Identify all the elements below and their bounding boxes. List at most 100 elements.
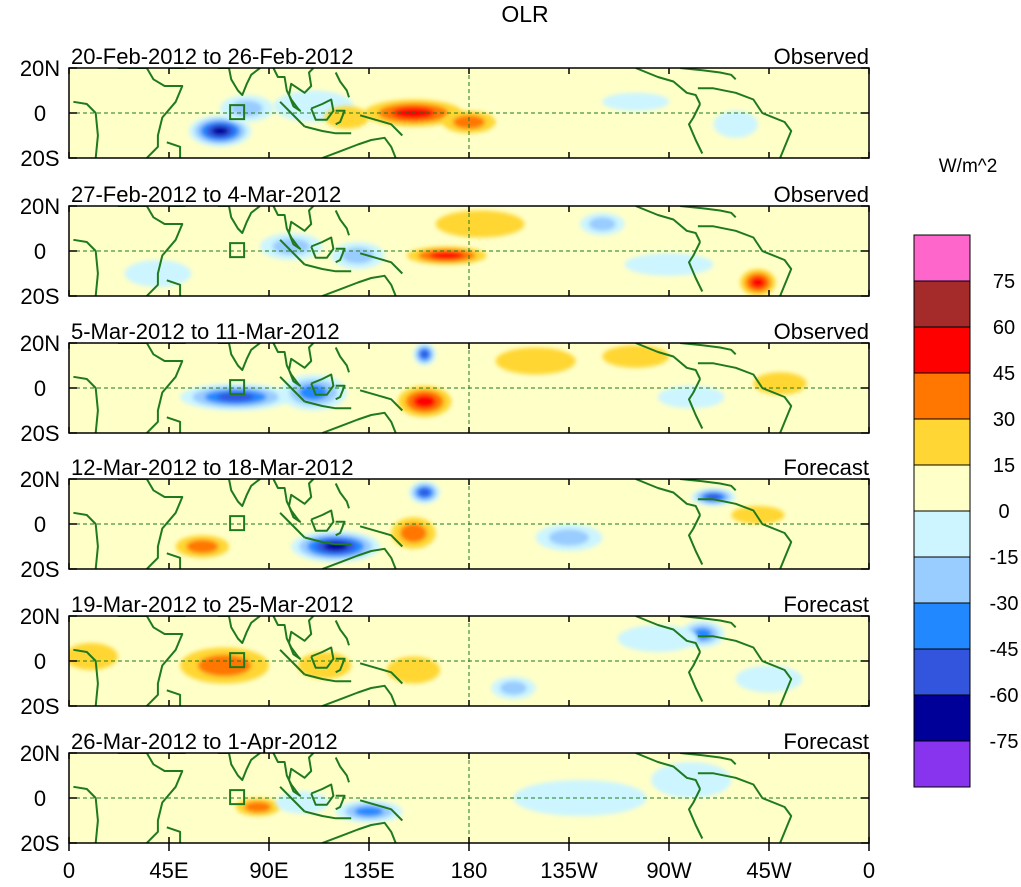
coastline bbox=[279, 239, 306, 266]
coastline bbox=[359, 114, 404, 137]
coastline bbox=[304, 536, 352, 546]
coastline bbox=[321, 274, 397, 296]
panel-period: 19-Mar-2012 to 25-Mar-2012 bbox=[71, 592, 353, 617]
coastline bbox=[679, 479, 737, 492]
coastlines bbox=[73, 68, 793, 158]
region-box bbox=[229, 379, 246, 396]
anomaly-contour bbox=[324, 106, 369, 129]
coastline bbox=[310, 373, 335, 396]
panel-status: Forecast bbox=[783, 455, 869, 480]
anomaly-4 bbox=[357, 757, 447, 785]
coastline bbox=[166, 826, 182, 843]
coastline bbox=[321, 547, 397, 569]
coastline bbox=[334, 72, 350, 98]
coastline bbox=[304, 125, 352, 135]
anomaly-7 bbox=[102, 773, 169, 801]
coastline bbox=[73, 375, 99, 433]
anomaly-contour bbox=[186, 539, 219, 554]
coastlines bbox=[73, 343, 793, 433]
anomaly-field bbox=[69, 479, 869, 569]
anomaly-6 bbox=[324, 106, 369, 129]
x-axis: 0 45E 90E 135E 180 135W 90W 45W 0 bbox=[63, 843, 875, 883]
panel-period: 26-Mar-2012 to 1-Apr-2012 bbox=[71, 729, 338, 754]
anomaly-4 bbox=[397, 385, 452, 418]
anomaly-contour bbox=[617, 625, 698, 652]
panel-period: 5-Mar-2012 to 11-Mar-2012 bbox=[71, 319, 340, 344]
anomaly-contour bbox=[244, 801, 272, 813]
anomaly-field bbox=[69, 343, 869, 433]
colorbar-swatch bbox=[913, 556, 971, 604]
coastline bbox=[697, 498, 793, 569]
coastline bbox=[166, 416, 182, 433]
coastline bbox=[679, 206, 737, 219]
x-tick-label: 0 bbox=[63, 858, 75, 883]
coastline bbox=[166, 552, 182, 569]
coastlines bbox=[73, 206, 793, 296]
coastline bbox=[635, 479, 701, 516]
colorbar-swatch bbox=[913, 280, 971, 328]
coastline bbox=[334, 620, 350, 646]
panel-period: 27-Feb-2012 to 4-Mar-2012 bbox=[71, 182, 341, 207]
anomaly-2 bbox=[235, 798, 281, 816]
panel-2: 20N 0 20S 27-Feb-2012 to 4-Mar-2012 Observed bbox=[20, 182, 870, 309]
coastline bbox=[635, 343, 701, 380]
colorbar-units: W/m^2 bbox=[939, 156, 998, 177]
anomaly-5 bbox=[495, 347, 576, 375]
coastline bbox=[679, 616, 737, 629]
anomaly-contour bbox=[549, 529, 589, 546]
colorbar-swatch bbox=[913, 510, 971, 558]
anomaly-field bbox=[69, 206, 869, 296]
anomaly-8 bbox=[753, 372, 807, 395]
panels: 20N 0 20S 20-Feb-2012 to 26-Feb-2012 Observe… bbox=[20, 44, 870, 856]
coastline bbox=[335, 384, 346, 401]
y-tick-label: 0 bbox=[34, 649, 46, 674]
coastline bbox=[272, 479, 315, 523]
panel-5: 20N 0 20S 19-Mar-2012 to 25-Mar-2012 Forecas… bbox=[20, 592, 870, 719]
colorbar-label: 45 bbox=[993, 363, 1015, 385]
coastline bbox=[635, 68, 701, 105]
anomaly-5 bbox=[651, 762, 732, 798]
coastline bbox=[310, 236, 335, 259]
y-tick-label: 20N bbox=[20, 56, 60, 81]
coastline bbox=[117, 206, 184, 296]
coastline bbox=[304, 810, 352, 820]
y-tick-label: 20N bbox=[20, 467, 60, 492]
coastline bbox=[279, 101, 306, 128]
panel-1: 20N 0 20S 20-Feb-2012 to 26-Feb-2012 Observe… bbox=[20, 44, 870, 171]
coastline bbox=[334, 347, 350, 373]
anomaly-contour bbox=[419, 488, 430, 497]
coastline bbox=[304, 263, 352, 273]
colorbar-swatch bbox=[913, 694, 971, 742]
colorbar-label: 60 bbox=[993, 317, 1015, 339]
panel-4: 20N 0 20S 12-Mar-2012 to 18-Mar-2012 Forecas… bbox=[20, 455, 870, 582]
coastline bbox=[73, 785, 99, 843]
panel-3: 20N 0 20S 5-Mar-2012 to 11-Mar-2012 Observed bbox=[20, 319, 870, 446]
anomaly-6 bbox=[740, 269, 776, 296]
coastline bbox=[635, 206, 701, 243]
coastline bbox=[359, 662, 404, 685]
anomaly-4 bbox=[175, 535, 229, 558]
anomaly-7 bbox=[731, 506, 785, 524]
anomaly-contour bbox=[589, 217, 616, 231]
anomaly-contour bbox=[357, 757, 447, 785]
coastline bbox=[679, 343, 737, 356]
colorbar-swatch bbox=[913, 234, 971, 282]
x-tick-label: 180 bbox=[451, 858, 488, 883]
anomaly-1 bbox=[291, 530, 381, 563]
colorbar-label: -45 bbox=[990, 639, 1019, 661]
y-tick-label: 20N bbox=[20, 604, 60, 629]
coastline bbox=[73, 238, 99, 296]
y-tick-label: 0 bbox=[34, 786, 46, 811]
coastline bbox=[117, 479, 184, 569]
coastline bbox=[635, 616, 701, 653]
region-box bbox=[229, 789, 246, 806]
coastline bbox=[321, 136, 397, 158]
anomaly-4 bbox=[491, 676, 536, 700]
anomaly-2 bbox=[331, 242, 385, 269]
coastline bbox=[310, 646, 335, 669]
anomaly-contour bbox=[624, 253, 714, 276]
anomaly-field bbox=[69, 68, 869, 158]
anomaly-contour bbox=[420, 350, 429, 358]
coastline bbox=[679, 753, 737, 766]
coastline bbox=[279, 649, 306, 676]
